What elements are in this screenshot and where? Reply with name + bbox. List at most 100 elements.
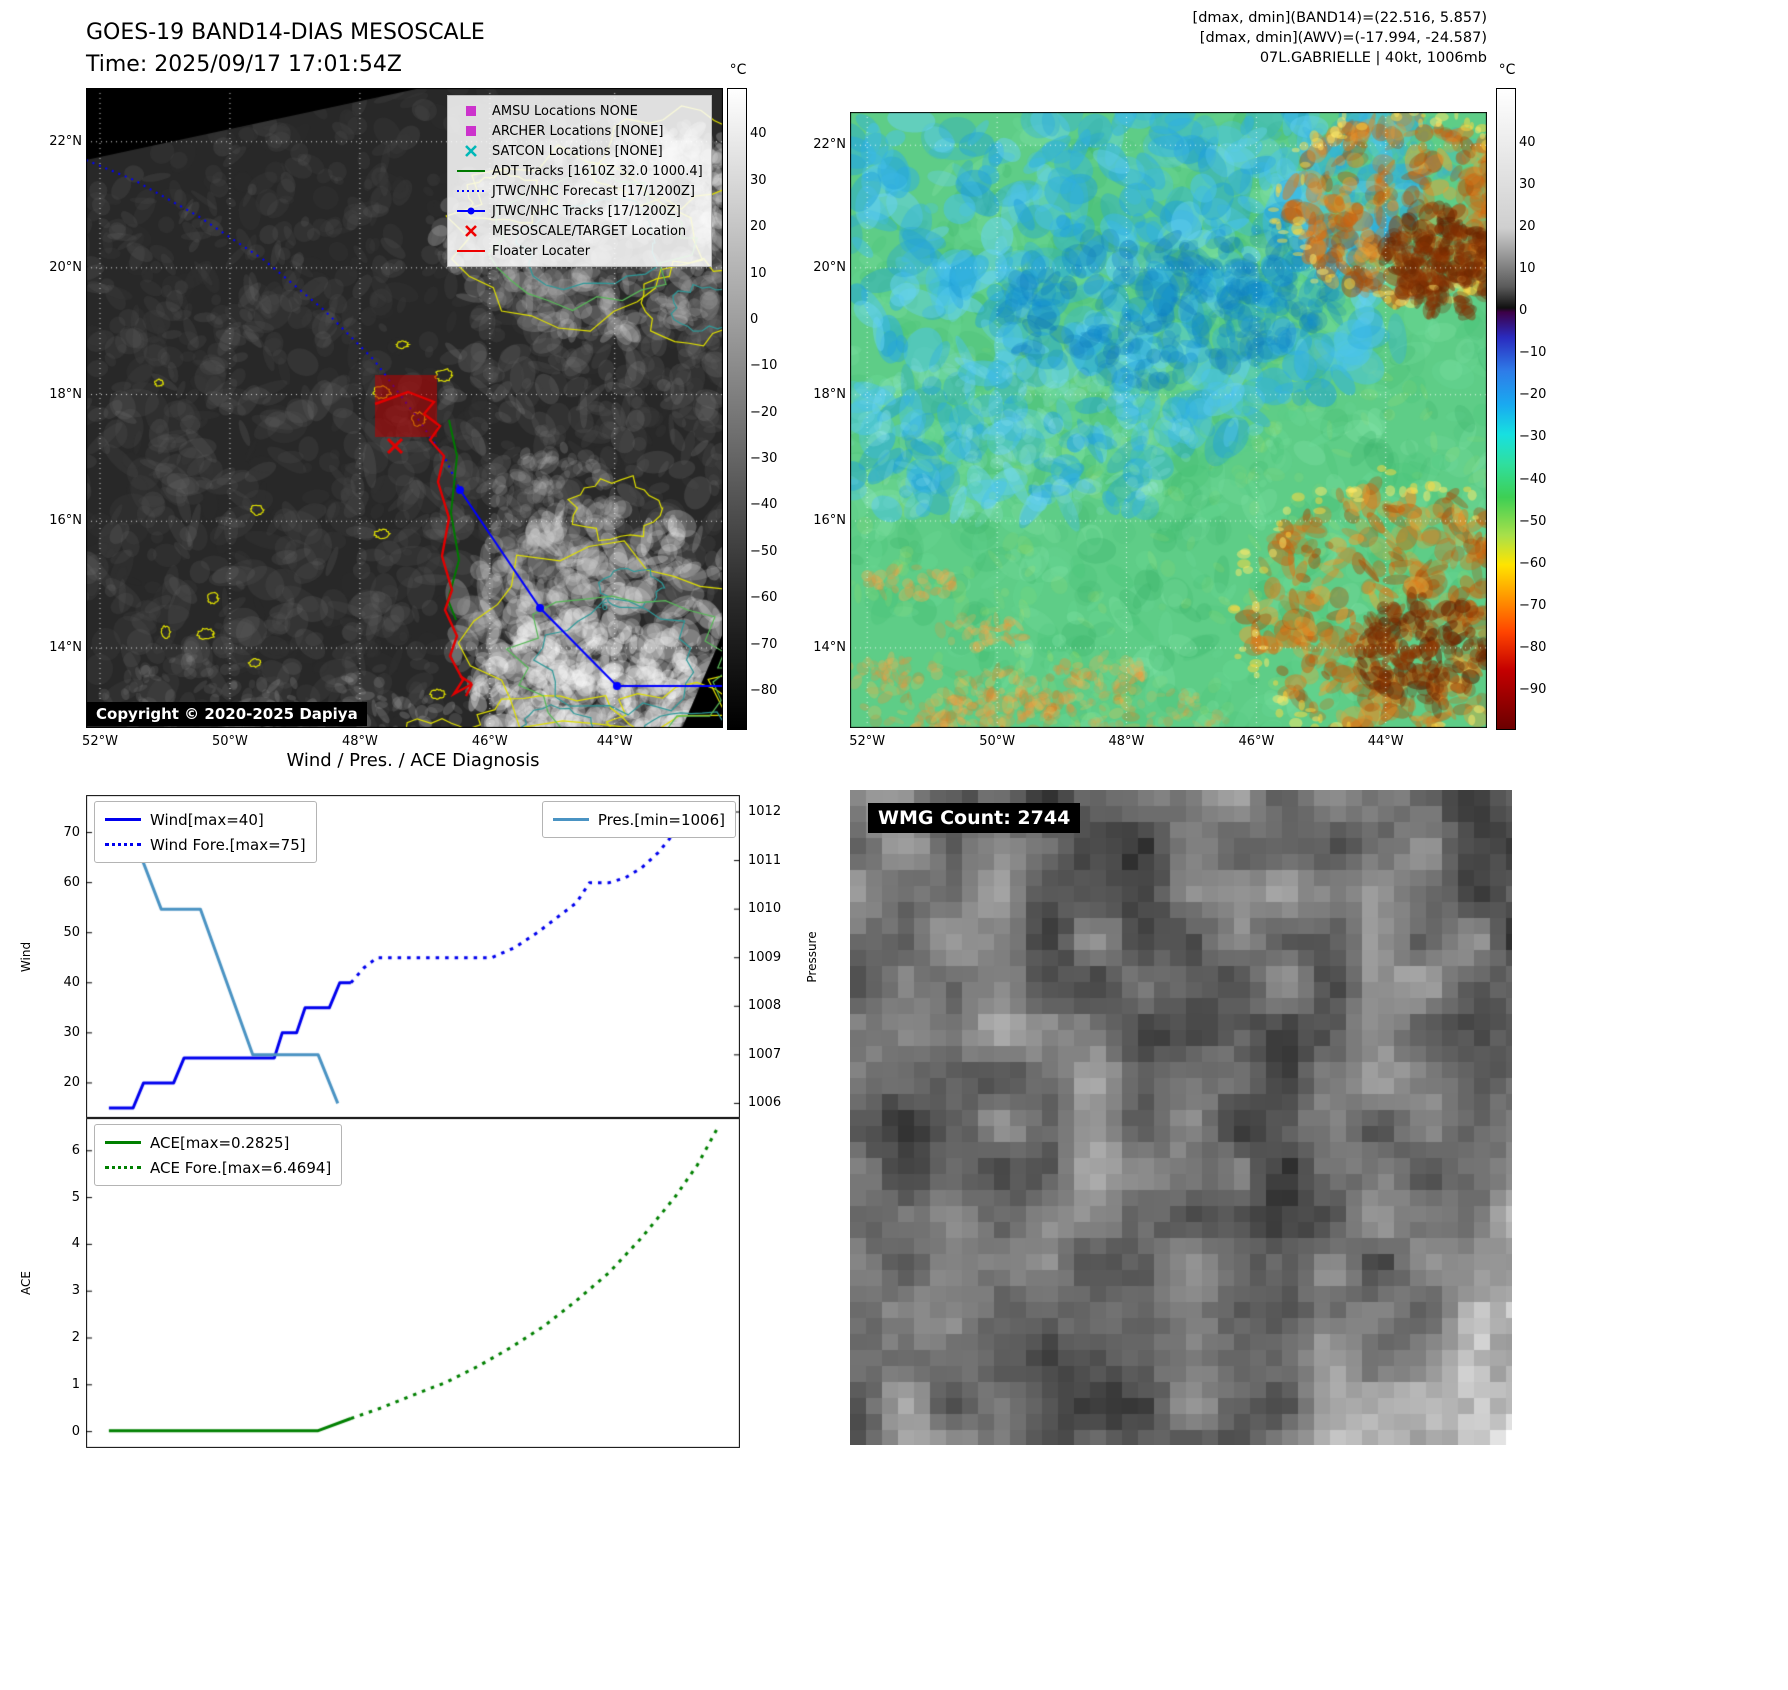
axis-tick: 1006 xyxy=(748,1095,782,1111)
axis-tick: 4 xyxy=(71,1236,80,1252)
chart-legend: ACE[max=0.2825] ACE Fore.[max=6.4694] xyxy=(94,1124,343,1186)
chart-legend: Wind[max=40] Wind Fore.[max=75] xyxy=(94,801,317,863)
map-legend-label: JTWC/NHC Forecast [17/1200Z] xyxy=(492,183,695,199)
legend-line-sample xyxy=(105,1166,141,1169)
lon-tick: 52°W xyxy=(82,734,118,749)
colorbar-tick: 30 xyxy=(750,172,767,188)
storm-info-text: 07L.GABRIELLE | 40kt, 1006mb xyxy=(1259,50,1487,66)
colorbar-tick: −80 xyxy=(750,682,778,698)
lon-tick: 52°W xyxy=(849,734,886,749)
axis-tick: 60 xyxy=(63,874,80,890)
lat-tick: 14°N xyxy=(813,639,846,655)
pressure-axis-label: Pressure xyxy=(805,930,819,983)
colorbar-tick: 0 xyxy=(750,311,759,327)
map-legend-row: MESOSCALE/TARGET Location xyxy=(456,221,703,241)
legend-line-sample xyxy=(105,1141,141,1144)
colorbar-tick: −50 xyxy=(750,543,778,559)
axis-tick: 6 xyxy=(71,1142,80,1158)
band14-time-label: Time: 2025/09/17 17:01:54Z xyxy=(86,52,402,77)
map-legend-row: JTWC/NHC Forecast [17/1200Z] xyxy=(456,181,703,201)
lat-tick: 22°N xyxy=(49,133,82,149)
band14-map-legend: AMSU Locations NONE ARCHER Locations [NON… xyxy=(447,95,712,267)
legend-square-icon xyxy=(466,106,476,116)
colorbar-tick: −20 xyxy=(1519,387,1547,403)
chart-legend-row: ACE Fore.[max=6.4694] xyxy=(105,1155,331,1180)
axis-tick: 5 xyxy=(71,1189,80,1205)
legend-line-sample xyxy=(105,818,141,821)
legend-dotted-icon xyxy=(457,190,485,192)
lat-tick: 16°N xyxy=(813,513,846,529)
colorbar-tick: 20 xyxy=(750,219,767,235)
map-legend-label: ADT Tracks [1610Z 32.0 1000.4] xyxy=(492,163,703,179)
lon-tick: 46°W xyxy=(1238,734,1275,749)
chart-legend-row: Pres.[min=1006] xyxy=(552,807,725,832)
lat-tick: 14°N xyxy=(49,640,82,655)
map-legend-label: AMSU Locations NONE xyxy=(492,103,638,119)
map-legend-row: JTWC/NHC Tracks [17/1200Z] xyxy=(456,201,703,221)
band14-title: GOES-19 BAND14-DIAS MESOSCALE xyxy=(86,20,485,45)
map-legend-row: Floater Locater xyxy=(456,241,703,261)
lat-tick: 16°N xyxy=(49,513,82,529)
awv-range-text: [dmax, dmin](AWV)=(-17.994, -24.587) xyxy=(1199,30,1487,46)
axis-tick: 20 xyxy=(63,1074,80,1090)
map-legend-label: MESOSCALE/TARGET Location xyxy=(492,223,687,239)
lat-tick: 20°N xyxy=(49,259,82,275)
awv-colorbar-unit: °C xyxy=(1498,62,1516,78)
colorbar-tick: 30 xyxy=(1519,176,1536,192)
band14-colorbar-unit: °C xyxy=(729,62,747,78)
legend-x-icon xyxy=(465,225,477,237)
lat-tick: 20°N xyxy=(813,259,846,275)
axis-tick: 1 xyxy=(71,1376,80,1392)
map-legend-row: SATCON Locations [NONE] xyxy=(456,141,703,161)
colorbar-tick: −40 xyxy=(750,497,778,513)
axis-tick: 1010 xyxy=(748,901,782,917)
colorbar-tick: −30 xyxy=(1519,429,1547,445)
colorbar-tick: 40 xyxy=(750,126,767,142)
lon-tick: 48°W xyxy=(1108,734,1145,749)
chart-legend-row: Wind[max=40] xyxy=(105,807,306,832)
axis-tick: 1012 xyxy=(748,804,782,819)
awv-header-block: [dmax, dmin](BAND14)=(22.516, 5.857) [dm… xyxy=(1193,8,1487,68)
chart-legend-label: Wind Fore.[max=75] xyxy=(150,835,306,854)
chart-legend-label: Pres.[min=1006] xyxy=(597,810,725,829)
colorbar-tick: −60 xyxy=(750,590,778,606)
band14-colorbar xyxy=(727,88,747,730)
lon-tick: 44°W xyxy=(596,734,633,749)
colorbar-tick: −60 xyxy=(1519,555,1547,571)
axis-tick: 0 xyxy=(71,1423,80,1439)
chart-legend: Pres.[min=1006] xyxy=(541,801,736,838)
lon-tick: 48°W xyxy=(341,734,378,749)
chart-legend-label: ACE Fore.[max=6.4694] xyxy=(150,1158,332,1177)
colorbar-tick: −70 xyxy=(750,636,778,652)
colorbar-tick: −90 xyxy=(1519,682,1547,698)
legend-line-sample xyxy=(552,818,589,821)
lat-tick: 18°N xyxy=(49,386,82,402)
axis-tick: 1008 xyxy=(748,998,782,1014)
legend-line-icon xyxy=(457,250,485,252)
awv-satellite-map xyxy=(850,112,1487,728)
legend-line-marker-icon xyxy=(457,207,485,215)
awv-colorbar xyxy=(1496,88,1516,730)
band14-range-text: [dmax, dmin](BAND14)=(22.516, 5.857) xyxy=(1192,10,1487,26)
axis-tick: 50 xyxy=(63,924,80,940)
wmg-count-label: WMG Count: 2744 xyxy=(868,803,1081,833)
axis-tick: 1009 xyxy=(748,949,782,965)
legend-line-icon xyxy=(457,170,485,172)
lat-tick: 18°N xyxy=(813,386,846,402)
colorbar-tick: −40 xyxy=(1519,471,1547,487)
chart-legend-row: ACE[max=0.2825] xyxy=(105,1130,331,1155)
colorbar-tick: 40 xyxy=(1519,134,1536,150)
axis-tick: 70 xyxy=(63,824,80,840)
colorbar-tick: −70 xyxy=(1519,597,1547,613)
lat-tick: 22°N xyxy=(813,137,846,153)
axis-tick: 30 xyxy=(63,1024,80,1040)
map-legend-row: ARCHER Locations [NONE] xyxy=(456,121,703,141)
lon-tick: 50°W xyxy=(979,734,1016,749)
axis-tick: 1007 xyxy=(748,1046,782,1062)
map-legend-label: SATCON Locations [NONE] xyxy=(492,143,663,159)
chart-legend-label: ACE[max=0.2825] xyxy=(150,1133,290,1152)
colorbar-tick: 0 xyxy=(1519,303,1528,319)
axis-tick: 40 xyxy=(63,974,80,990)
axis-tick: 3 xyxy=(71,1283,80,1299)
ace-axis-label: ACE xyxy=(19,1271,33,1295)
